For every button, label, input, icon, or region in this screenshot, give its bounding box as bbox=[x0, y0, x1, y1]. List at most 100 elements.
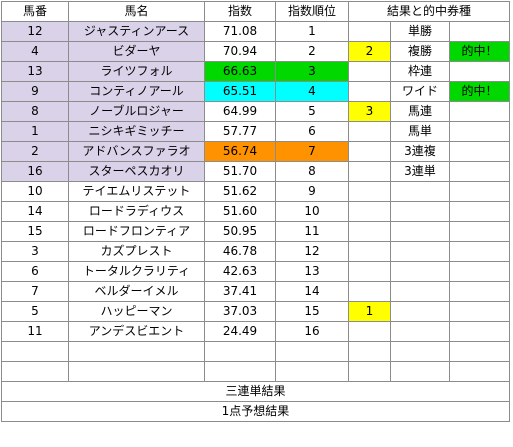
cell-number[interactable]: 13 bbox=[1, 61, 69, 82]
empty-cell[interactable] bbox=[1, 341, 69, 362]
cell-index[interactable]: 24.49 bbox=[204, 321, 276, 342]
cell-horse-name[interactable]: ニシキギミッチー bbox=[68, 121, 205, 142]
cell-hit[interactable]: 的中！ bbox=[449, 41, 510, 62]
cell-hit[interactable] bbox=[449, 101, 510, 122]
cell-hit[interactable] bbox=[449, 261, 510, 282]
cell-index[interactable]: 64.99 bbox=[204, 101, 276, 122]
cell-index[interactable]: 37.03 bbox=[204, 301, 276, 322]
cell-index[interactable]: 70.94 bbox=[204, 41, 276, 62]
cell-rank[interactable]: 4 bbox=[275, 81, 349, 102]
cell-bet-type[interactable] bbox=[390, 261, 450, 282]
cell-number[interactable]: 1 bbox=[1, 121, 69, 142]
table-row[interactable]: 7 ベルダーイメル 37.41 14 bbox=[1, 281, 510, 302]
cell-number[interactable]: 3 bbox=[1, 241, 69, 262]
cell-horse-name[interactable]: ロードラディウス bbox=[68, 201, 205, 222]
cell-number[interactable]: 14 bbox=[1, 201, 69, 222]
cell-hit[interactable] bbox=[449, 141, 510, 162]
cell-hit[interactable] bbox=[449, 121, 510, 142]
table-row[interactable]: 11 アンデスビエント 24.49 16 bbox=[1, 321, 510, 342]
cell-bet-type[interactable] bbox=[390, 321, 450, 342]
table-row[interactable]: 2 アドバンスファラオ 56.74 7 3連複 bbox=[1, 141, 510, 162]
cell-bet-type[interactable]: 3連単 bbox=[390, 161, 450, 182]
table-row[interactable]: 8 ノーブルロジャー 64.99 5 3 馬連 bbox=[1, 101, 510, 122]
cell-horse-name[interactable]: ロードフロンティア bbox=[68, 221, 205, 242]
cell-result[interactable] bbox=[348, 201, 391, 222]
cell-bet-type[interactable] bbox=[390, 181, 450, 202]
table-row[interactable]: 6 トータルクラリティ 42.63 13 bbox=[1, 261, 510, 282]
cell-index[interactable]: 51.70 bbox=[204, 161, 276, 182]
cell-result[interactable] bbox=[348, 81, 391, 102]
table-row[interactable]: 16 スターペスカオリ 51.70 8 3連単 bbox=[1, 161, 510, 182]
cell-bet-type[interactable] bbox=[390, 281, 450, 302]
empty-cell[interactable] bbox=[275, 341, 349, 362]
cell-rank[interactable]: 12 bbox=[275, 241, 349, 262]
cell-number[interactable]: 15 bbox=[1, 221, 69, 242]
cell-result[interactable] bbox=[348, 321, 391, 342]
table-row[interactable]: 5 ハッピーマン 37.03 15 1 bbox=[1, 301, 510, 322]
cell-hit[interactable] bbox=[449, 61, 510, 82]
table-row[interactable]: 9 コンティノアール 65.51 4 ワイド 的中！ bbox=[1, 81, 510, 102]
empty-cell[interactable] bbox=[275, 361, 349, 382]
cell-hit[interactable] bbox=[449, 21, 510, 42]
table-row[interactable]: 12 ジャスティンアース 71.08 1 単勝 bbox=[1, 21, 510, 42]
empty-cell[interactable] bbox=[390, 341, 450, 362]
cell-result[interactable] bbox=[348, 161, 391, 182]
cell-result[interactable] bbox=[348, 21, 391, 42]
cell-rank[interactable]: 15 bbox=[275, 301, 349, 322]
cell-index[interactable]: 42.63 bbox=[204, 261, 276, 282]
table-row[interactable]: 13 ライツフォル 66.63 3 枠連 bbox=[1, 61, 510, 82]
cell-result[interactable] bbox=[348, 141, 391, 162]
cell-bet-type[interactable] bbox=[390, 241, 450, 262]
cell-result[interactable] bbox=[348, 281, 391, 302]
cell-bet-type[interactable]: 馬連 bbox=[390, 101, 450, 122]
empty-cell[interactable] bbox=[204, 341, 276, 362]
cell-hit[interactable] bbox=[449, 161, 510, 182]
cell-index[interactable]: 65.51 bbox=[204, 81, 276, 102]
cell-horse-name[interactable]: ビダーヤ bbox=[68, 41, 205, 62]
cell-hit[interactable] bbox=[449, 181, 510, 202]
cell-rank[interactable]: 5 bbox=[275, 101, 349, 122]
cell-rank[interactable]: 1 bbox=[275, 21, 349, 42]
cell-hit[interactable] bbox=[449, 281, 510, 302]
empty-cell[interactable] bbox=[449, 361, 510, 382]
cell-hit[interactable] bbox=[449, 321, 510, 342]
cell-hit[interactable]: 的中！ bbox=[449, 81, 510, 102]
cell-number[interactable]: 5 bbox=[1, 301, 69, 322]
empty-cell[interactable] bbox=[348, 361, 391, 382]
cell-number[interactable]: 4 bbox=[1, 41, 69, 62]
empty-cell[interactable] bbox=[68, 341, 205, 362]
cell-result[interactable]: 3 bbox=[348, 101, 391, 122]
cell-index[interactable]: 37.41 bbox=[204, 281, 276, 302]
cell-hit[interactable] bbox=[449, 301, 510, 322]
cell-number[interactable]: 7 bbox=[1, 281, 69, 302]
cell-number[interactable]: 16 bbox=[1, 161, 69, 182]
table-row[interactable]: 1 ニシキギミッチー 57.77 6 馬単 bbox=[1, 121, 510, 142]
cell-result[interactable]: 1 bbox=[348, 301, 391, 322]
cell-number[interactable]: 11 bbox=[1, 321, 69, 342]
cell-hit[interactable] bbox=[449, 241, 510, 262]
cell-rank[interactable]: 6 bbox=[275, 121, 349, 142]
cell-horse-name[interactable]: テイエムリステット bbox=[68, 181, 205, 202]
cell-index[interactable]: 51.62 bbox=[204, 181, 276, 202]
cell-bet-type[interactable] bbox=[390, 201, 450, 222]
cell-number[interactable]: 2 bbox=[1, 141, 69, 162]
cell-rank[interactable]: 7 bbox=[275, 141, 349, 162]
cell-horse-name[interactable]: カズプレスト bbox=[68, 241, 205, 262]
empty-cell[interactable] bbox=[348, 341, 391, 362]
cell-result[interactable] bbox=[348, 61, 391, 82]
cell-rank[interactable]: 3 bbox=[275, 61, 349, 82]
cell-horse-name[interactable]: スターペスカオリ bbox=[68, 161, 205, 182]
cell-index[interactable]: 66.63 bbox=[204, 61, 276, 82]
cell-horse-name[interactable]: ライツフォル bbox=[68, 61, 205, 82]
empty-cell[interactable] bbox=[1, 361, 69, 382]
cell-rank[interactable]: 14 bbox=[275, 281, 349, 302]
cell-index[interactable]: 51.60 bbox=[204, 201, 276, 222]
cell-horse-name[interactable]: ベルダーイメル bbox=[68, 281, 205, 302]
table-row[interactable]: 10 テイエムリステット 51.62 9 bbox=[1, 181, 510, 202]
cell-rank[interactable]: 8 bbox=[275, 161, 349, 182]
table-row[interactable]: 3 カズプレスト 46.78 12 bbox=[1, 241, 510, 262]
cell-index[interactable]: 50.95 bbox=[204, 221, 276, 242]
cell-number[interactable]: 9 bbox=[1, 81, 69, 102]
cell-rank[interactable]: 11 bbox=[275, 221, 349, 242]
cell-result[interactable]: 2 bbox=[348, 41, 391, 62]
